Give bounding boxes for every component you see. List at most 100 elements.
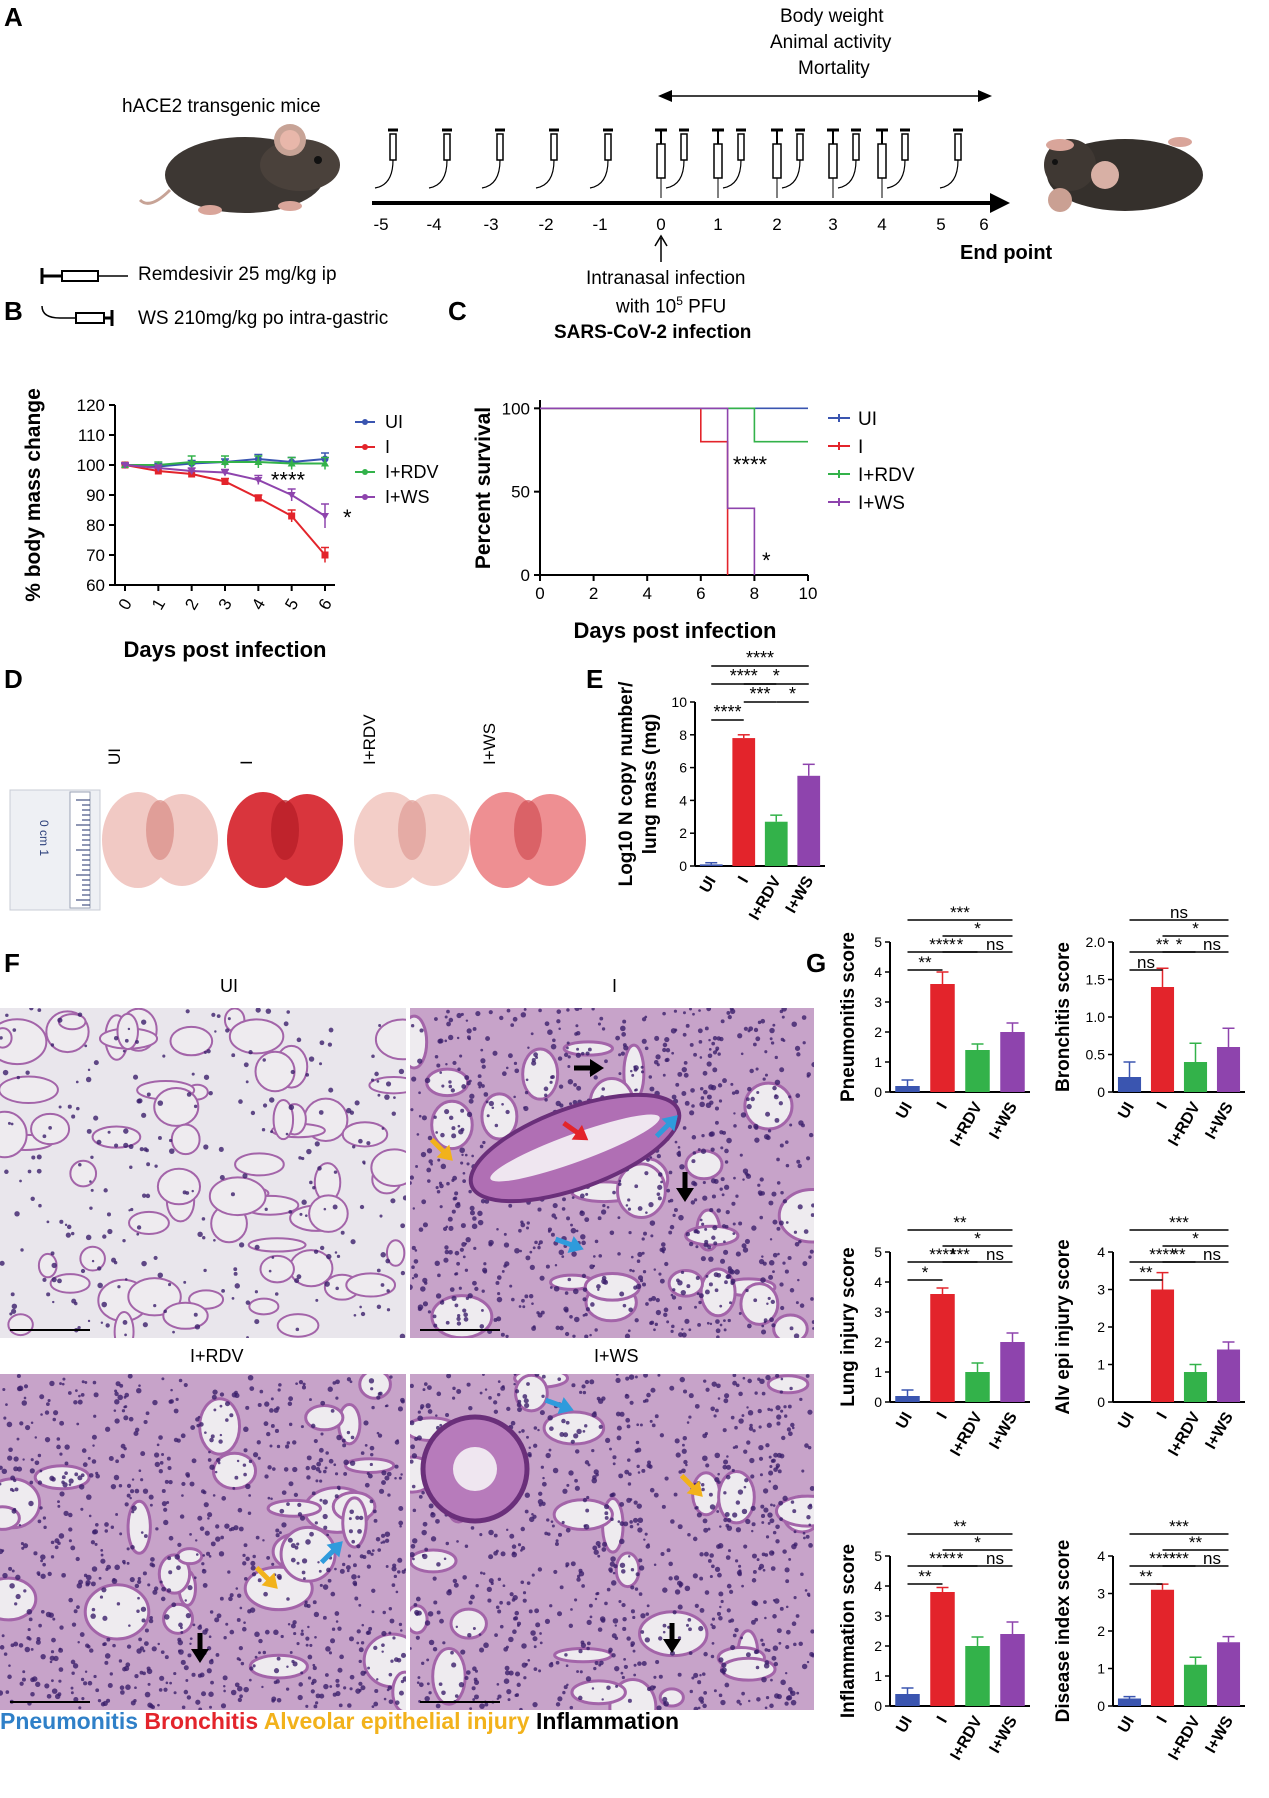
nucleus xyxy=(223,1685,226,1688)
nucleus xyxy=(637,1661,642,1666)
nucleus xyxy=(767,1407,771,1411)
nucleus xyxy=(719,1130,724,1135)
nucleus xyxy=(181,1481,186,1487)
nucleus xyxy=(699,1086,704,1091)
nucleus xyxy=(410,1551,415,1558)
nucleus xyxy=(439,1071,443,1074)
nucleus xyxy=(730,1281,735,1285)
nucleus xyxy=(629,1524,634,1529)
nucleus xyxy=(772,1270,775,1274)
nucleus xyxy=(682,1126,687,1130)
nucleus xyxy=(655,1054,661,1060)
nucleus xyxy=(592,1545,598,1551)
nucleus xyxy=(313,1611,320,1618)
nucleus xyxy=(734,1269,740,1275)
lung-label: I xyxy=(237,760,256,765)
nucleus xyxy=(242,1626,247,1632)
alveolar-space xyxy=(739,1282,780,1326)
nucleus xyxy=(124,1502,129,1507)
nucleus xyxy=(750,1096,755,1102)
nucleus xyxy=(477,1081,483,1087)
nucleus xyxy=(327,1578,332,1583)
nucleus xyxy=(565,1564,569,1568)
legend-inflammation: Inflammation xyxy=(535,1708,680,1734)
nucleus xyxy=(149,1562,154,1567)
nucleus xyxy=(694,1403,700,1409)
nucleus xyxy=(9,1487,14,1492)
nucleus xyxy=(381,1643,385,1648)
bar-I+WS xyxy=(1216,1642,1241,1706)
nucleus xyxy=(304,1600,308,1604)
nucleus xyxy=(309,1643,313,1647)
nucleus xyxy=(243,1426,249,1433)
nucleus xyxy=(257,1402,262,1408)
nucleus xyxy=(366,1549,372,1555)
nucleus xyxy=(299,1515,306,1521)
nucleus xyxy=(315,1479,319,1483)
nucleus xyxy=(683,1459,688,1465)
nucleus xyxy=(5,1013,9,1018)
nucleus xyxy=(795,1301,799,1305)
nucleus xyxy=(485,1100,489,1104)
nucleus xyxy=(19,1681,24,1686)
nucleus xyxy=(621,1569,626,1574)
nucleus xyxy=(697,1680,702,1685)
nucleus xyxy=(49,1660,53,1664)
nucleus xyxy=(346,1569,350,1573)
nucleus xyxy=(86,1644,91,1649)
nucleus xyxy=(252,1452,259,1458)
nucleus xyxy=(651,1295,657,1301)
gavage-body xyxy=(443,133,451,161)
nucleus xyxy=(242,1553,246,1557)
nucleus xyxy=(584,1334,589,1338)
nucleus xyxy=(722,1464,728,1470)
nucleus xyxy=(758,1456,764,1461)
nucleus xyxy=(326,1567,331,1573)
nucleus xyxy=(142,1671,146,1676)
nucleus xyxy=(646,1158,650,1162)
nucleus xyxy=(631,1269,635,1273)
arrow-head xyxy=(261,1572,278,1589)
nucleus xyxy=(665,1047,671,1053)
nucleus xyxy=(719,1525,722,1528)
nucleus xyxy=(273,1629,279,1636)
nucleus xyxy=(399,1333,406,1338)
nucleus xyxy=(140,1606,147,1612)
alveolar-space xyxy=(57,1013,87,1031)
nucleus xyxy=(315,1701,319,1705)
nucleus xyxy=(537,1245,541,1250)
nucleus xyxy=(660,1180,663,1184)
nucleus xyxy=(563,1432,569,1438)
nucleus xyxy=(793,1642,797,1647)
nucleus xyxy=(155,1527,159,1531)
nucleus xyxy=(22,1458,25,1461)
nucleus xyxy=(221,1496,227,1501)
alveolar-space xyxy=(162,1301,209,1330)
nucleus xyxy=(714,1288,719,1293)
nucleus xyxy=(161,1501,167,1507)
bar-I+RDV xyxy=(764,821,788,866)
lung-specimen xyxy=(354,792,470,888)
nucleus xyxy=(671,1051,675,1055)
legend-entry: I xyxy=(858,437,863,458)
nucleus xyxy=(398,1520,404,1526)
nucleus xyxy=(624,1469,630,1475)
nucleus xyxy=(421,1491,425,1495)
nucleus xyxy=(380,1252,386,1258)
nucleus xyxy=(710,1654,715,1659)
nucleus xyxy=(522,1598,527,1603)
nucleus xyxy=(168,1480,173,1485)
nucleus xyxy=(463,1312,468,1318)
nucleus xyxy=(87,1068,91,1072)
nucleus xyxy=(461,1241,467,1247)
nucleus xyxy=(790,1422,795,1428)
nucleus xyxy=(101,1301,108,1308)
nucleus xyxy=(772,1252,778,1258)
nucleus xyxy=(432,1314,437,1319)
nucleus xyxy=(166,1456,171,1461)
significance-label: ns xyxy=(1170,903,1188,922)
nucleus xyxy=(350,1239,356,1245)
nucleus xyxy=(694,1603,699,1608)
nucleus xyxy=(343,1686,347,1690)
nucleus xyxy=(305,1072,310,1077)
